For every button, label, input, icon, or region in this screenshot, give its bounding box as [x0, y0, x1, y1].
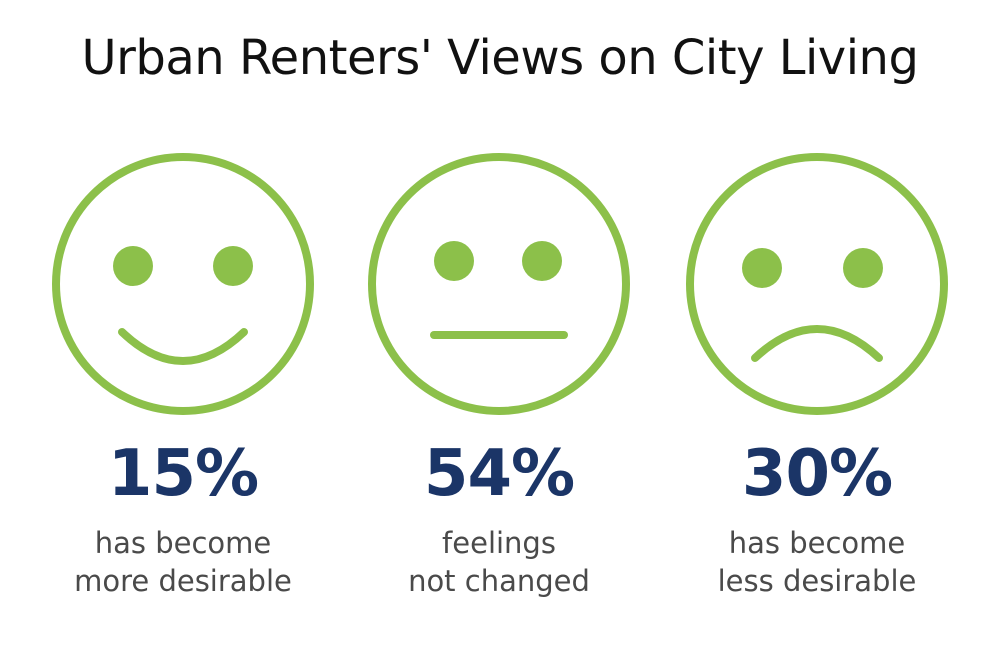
chart-title: Urban Renters' Views on City Living: [81, 30, 919, 86]
neutral-face-icon: [368, 153, 630, 415]
happy-face-icon: [52, 153, 314, 415]
stat-neutral: 54% feelings not changed: [349, 150, 649, 630]
stat-happy: 15% has become more desirable: [33, 150, 333, 630]
description-line: not changed: [408, 564, 590, 598]
stat-description: has become more desirable: [33, 524, 333, 600]
description-line: more desirable: [74, 564, 292, 598]
stat-description: has become less desirable: [667, 524, 967, 600]
stat-sad: 30% has become less desirable: [667, 150, 967, 630]
description-line: has become: [728, 526, 906, 560]
percent-value: 54%: [423, 437, 575, 511]
description-line: less desirable: [717, 564, 917, 598]
description-line: feelings: [442, 526, 556, 560]
sad-face-icon: [686, 153, 948, 415]
percent-value: 15%: [107, 437, 259, 511]
stat-description: feelings not changed: [349, 524, 649, 600]
percent-value: 30%: [741, 437, 893, 511]
description-line: has become: [94, 526, 272, 560]
